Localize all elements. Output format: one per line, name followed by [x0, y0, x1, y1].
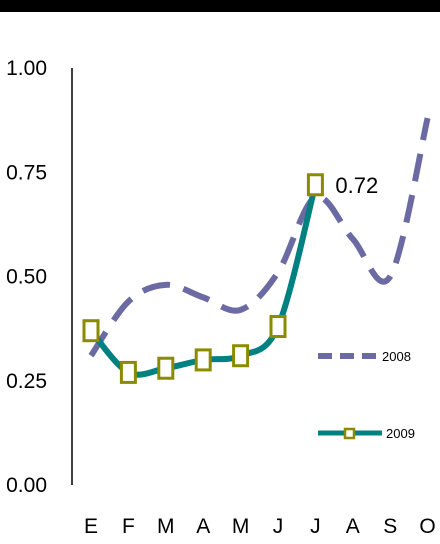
legend-label-2009: 2009 — [386, 426, 415, 441]
x-tick-label: E — [84, 515, 98, 538]
x-tick-label: J — [310, 515, 321, 538]
y-tick-label: 0.50 — [6, 266, 47, 289]
x-tick-label: A — [196, 515, 210, 538]
series-2009-line — [91, 185, 315, 375]
y-tick-label: 0.75 — [6, 161, 47, 184]
series-2009-marker — [234, 346, 248, 366]
legend: 2008 2009 — [318, 349, 415, 441]
series-2009-marker — [196, 350, 210, 370]
series-2008-line — [91, 118, 428, 356]
x-tick-label: O — [419, 515, 435, 538]
y-tick-label: 1.00 — [6, 57, 47, 80]
series-2009-marker — [121, 362, 135, 382]
series-2009-marker — [308, 175, 322, 195]
series-2009-marker — [84, 321, 98, 341]
x-tick-label: F — [122, 515, 135, 538]
marker-layer — [84, 118, 428, 382]
x-tick-label: J — [273, 515, 284, 538]
x-tick-label: M — [157, 515, 175, 538]
y-tick-label: 0.25 — [6, 370, 47, 393]
data-label: 0.72 — [335, 173, 378, 198]
series-2009-marker — [271, 317, 285, 337]
x-tick-label: A — [346, 515, 360, 538]
x-tick-label: S — [383, 515, 397, 538]
legend-label-2008: 2008 — [382, 349, 411, 364]
legend-marker-2009 — [345, 429, 354, 438]
x-tick-label: M — [232, 515, 250, 538]
series-2009-marker — [159, 358, 173, 378]
y-tick-label: 0.00 — [6, 474, 47, 497]
y-axis: 1.00 0.75 0.50 0.25 0.00 — [6, 57, 72, 497]
series-layer — [91, 118, 428, 375]
annotation-layer: 0.72 — [335, 173, 378, 198]
